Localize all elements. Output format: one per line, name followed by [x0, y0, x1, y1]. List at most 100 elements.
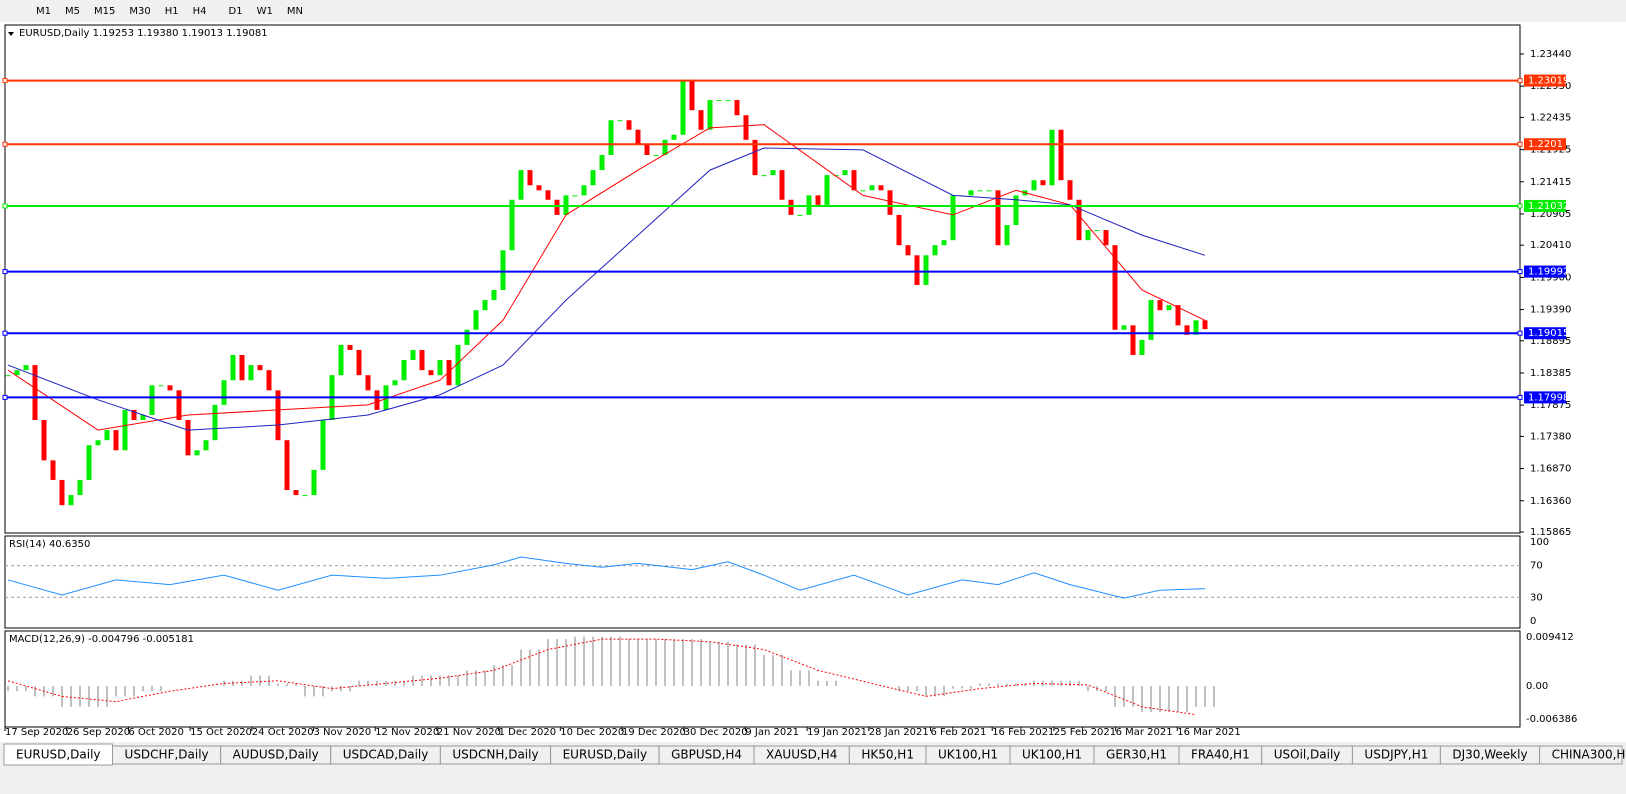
candle — [770, 170, 776, 176]
level-label: 1.21032 — [1528, 201, 1569, 212]
candle — [437, 360, 443, 376]
candle — [131, 409, 137, 420]
tab-label[interactable]: UK100,H1 — [938, 748, 998, 762]
level-label: 1.19992 — [1528, 267, 1569, 278]
price-label: 1.19390 — [1530, 305, 1571, 316]
candle — [410, 349, 416, 361]
timeframe-button[interactable]: M15 — [94, 6, 115, 17]
date-label: 25 Feb 2021 — [1054, 727, 1116, 738]
level-label-box — [1524, 199, 1566, 212]
date-label: 17 Sep 2020 — [5, 727, 68, 738]
tab-label[interactable]: HK50,H1 — [861, 748, 914, 762]
tab-label[interactable]: USDCAD,Daily — [343, 748, 429, 762]
header-arrow — [8, 32, 14, 36]
candle — [338, 344, 344, 376]
tab-label[interactable]: GER30,H1 — [1106, 748, 1167, 762]
tab-label[interactable]: AUDUSD,Daily — [233, 748, 319, 762]
tab-label[interactable]: USDJPY,H1 — [1364, 748, 1428, 762]
tab-label[interactable]: EURUSD,Daily — [16, 748, 101, 762]
candle — [887, 190, 893, 215]
price-label: 1.22930 — [1530, 81, 1571, 92]
candle — [275, 390, 281, 441]
candle — [698, 110, 704, 130]
date-label: 6 Feb 2021 — [931, 727, 987, 738]
candle — [356, 349, 362, 376]
candle — [608, 120, 614, 155]
timeframe-button[interactable]: M5 — [65, 6, 80, 17]
level-handle — [2, 330, 8, 336]
candle — [788, 199, 794, 215]
candle — [374, 390, 380, 410]
tab-label[interactable]: USDCNH,Daily — [452, 748, 538, 762]
date-label: 30 Dec 2020 — [684, 727, 748, 738]
timeframe-button[interactable]: M30 — [129, 6, 150, 17]
rsi-tick-label: 0 — [1530, 616, 1536, 627]
timeframe-button[interactable]: H4 — [193, 6, 207, 17]
level-handle — [2, 141, 8, 147]
candle — [851, 170, 857, 191]
timeframe-button[interactable]: MN — [287, 6, 303, 17]
level-handle — [1517, 141, 1523, 147]
level-handle — [1517, 269, 1523, 275]
timeframe-button[interactable]: M1 — [36, 6, 51, 17]
level-label: 1.17998 — [1528, 392, 1569, 403]
tab-label[interactable]: DJ30,Weekly — [1452, 748, 1527, 762]
candle — [617, 120, 623, 122]
candle — [1031, 180, 1037, 191]
candle — [590, 170, 596, 186]
candle — [1193, 320, 1199, 335]
tab-label[interactable]: USOil,Daily — [1274, 748, 1341, 762]
macd-title: MACD(12,26,9) -0.004796 -0.005181 — [9, 634, 194, 645]
level-label: 1.19015 — [1528, 328, 1569, 339]
date-label: 6 Oct 2020 — [128, 727, 183, 738]
timeframe-button[interactable]: H1 — [165, 6, 179, 17]
candle — [284, 440, 290, 491]
candle — [455, 344, 461, 386]
rsi-title: RSI(14) 40.6350 — [9, 539, 90, 550]
tab-label[interactable]: EURUSD,Daily — [563, 748, 648, 762]
tab-label[interactable]: XAUUSD,H4 — [766, 748, 837, 762]
date-label: 3 Nov 2020 — [314, 727, 372, 738]
candle — [986, 190, 992, 192]
candle — [626, 120, 632, 130]
tab-label[interactable]: FRA40,H1 — [1191, 748, 1250, 762]
candle — [1094, 230, 1100, 232]
tab-label[interactable]: GBPUSD,H4 — [671, 748, 742, 762]
candle — [1085, 230, 1091, 241]
toolbar — [0, 0, 1626, 22]
date-label: 9 Jan 2021 — [745, 727, 799, 738]
date-label: 1 Dec 2020 — [499, 727, 557, 738]
candle — [653, 154, 659, 156]
date-label: 19 Dec 2020 — [622, 727, 686, 738]
candle — [752, 139, 758, 176]
candle — [1049, 129, 1055, 186]
level-label-box — [1524, 138, 1566, 151]
tab-label[interactable]: CHINA300,H1 — [1552, 748, 1626, 762]
candle — [473, 310, 479, 330]
timeframe-button[interactable]: D1 — [229, 6, 243, 17]
tab[interactable] — [1539, 745, 1623, 765]
price-label: 1.16360 — [1530, 496, 1571, 507]
main-chart-frame — [4, 24, 1521, 534]
candle — [68, 495, 74, 506]
rsi-tick-label: 30 — [1530, 592, 1543, 603]
price-label: 1.21415 — [1530, 177, 1571, 188]
macd-tick-label: 0.009412 — [1526, 632, 1574, 643]
candle — [158, 385, 164, 387]
level-handle — [2, 269, 8, 275]
candle — [302, 495, 308, 497]
candle — [1013, 195, 1019, 226]
date-label: 24 Oct 2020 — [252, 727, 314, 738]
level-label-box — [1524, 391, 1566, 404]
candle — [635, 129, 641, 145]
candle — [86, 445, 92, 480]
candle — [680, 79, 686, 135]
tab-label[interactable]: UK100,H1 — [1022, 748, 1082, 762]
date-label: 6 Mar 2021 — [1116, 727, 1173, 738]
candle — [671, 134, 677, 140]
price-label: 1.17875 — [1530, 400, 1571, 411]
timeframe-button[interactable]: W1 — [257, 6, 273, 17]
tab-label[interactable]: USDCHF,Daily — [125, 748, 209, 762]
price-label: 1.16870 — [1530, 464, 1571, 475]
candle — [905, 245, 911, 256]
